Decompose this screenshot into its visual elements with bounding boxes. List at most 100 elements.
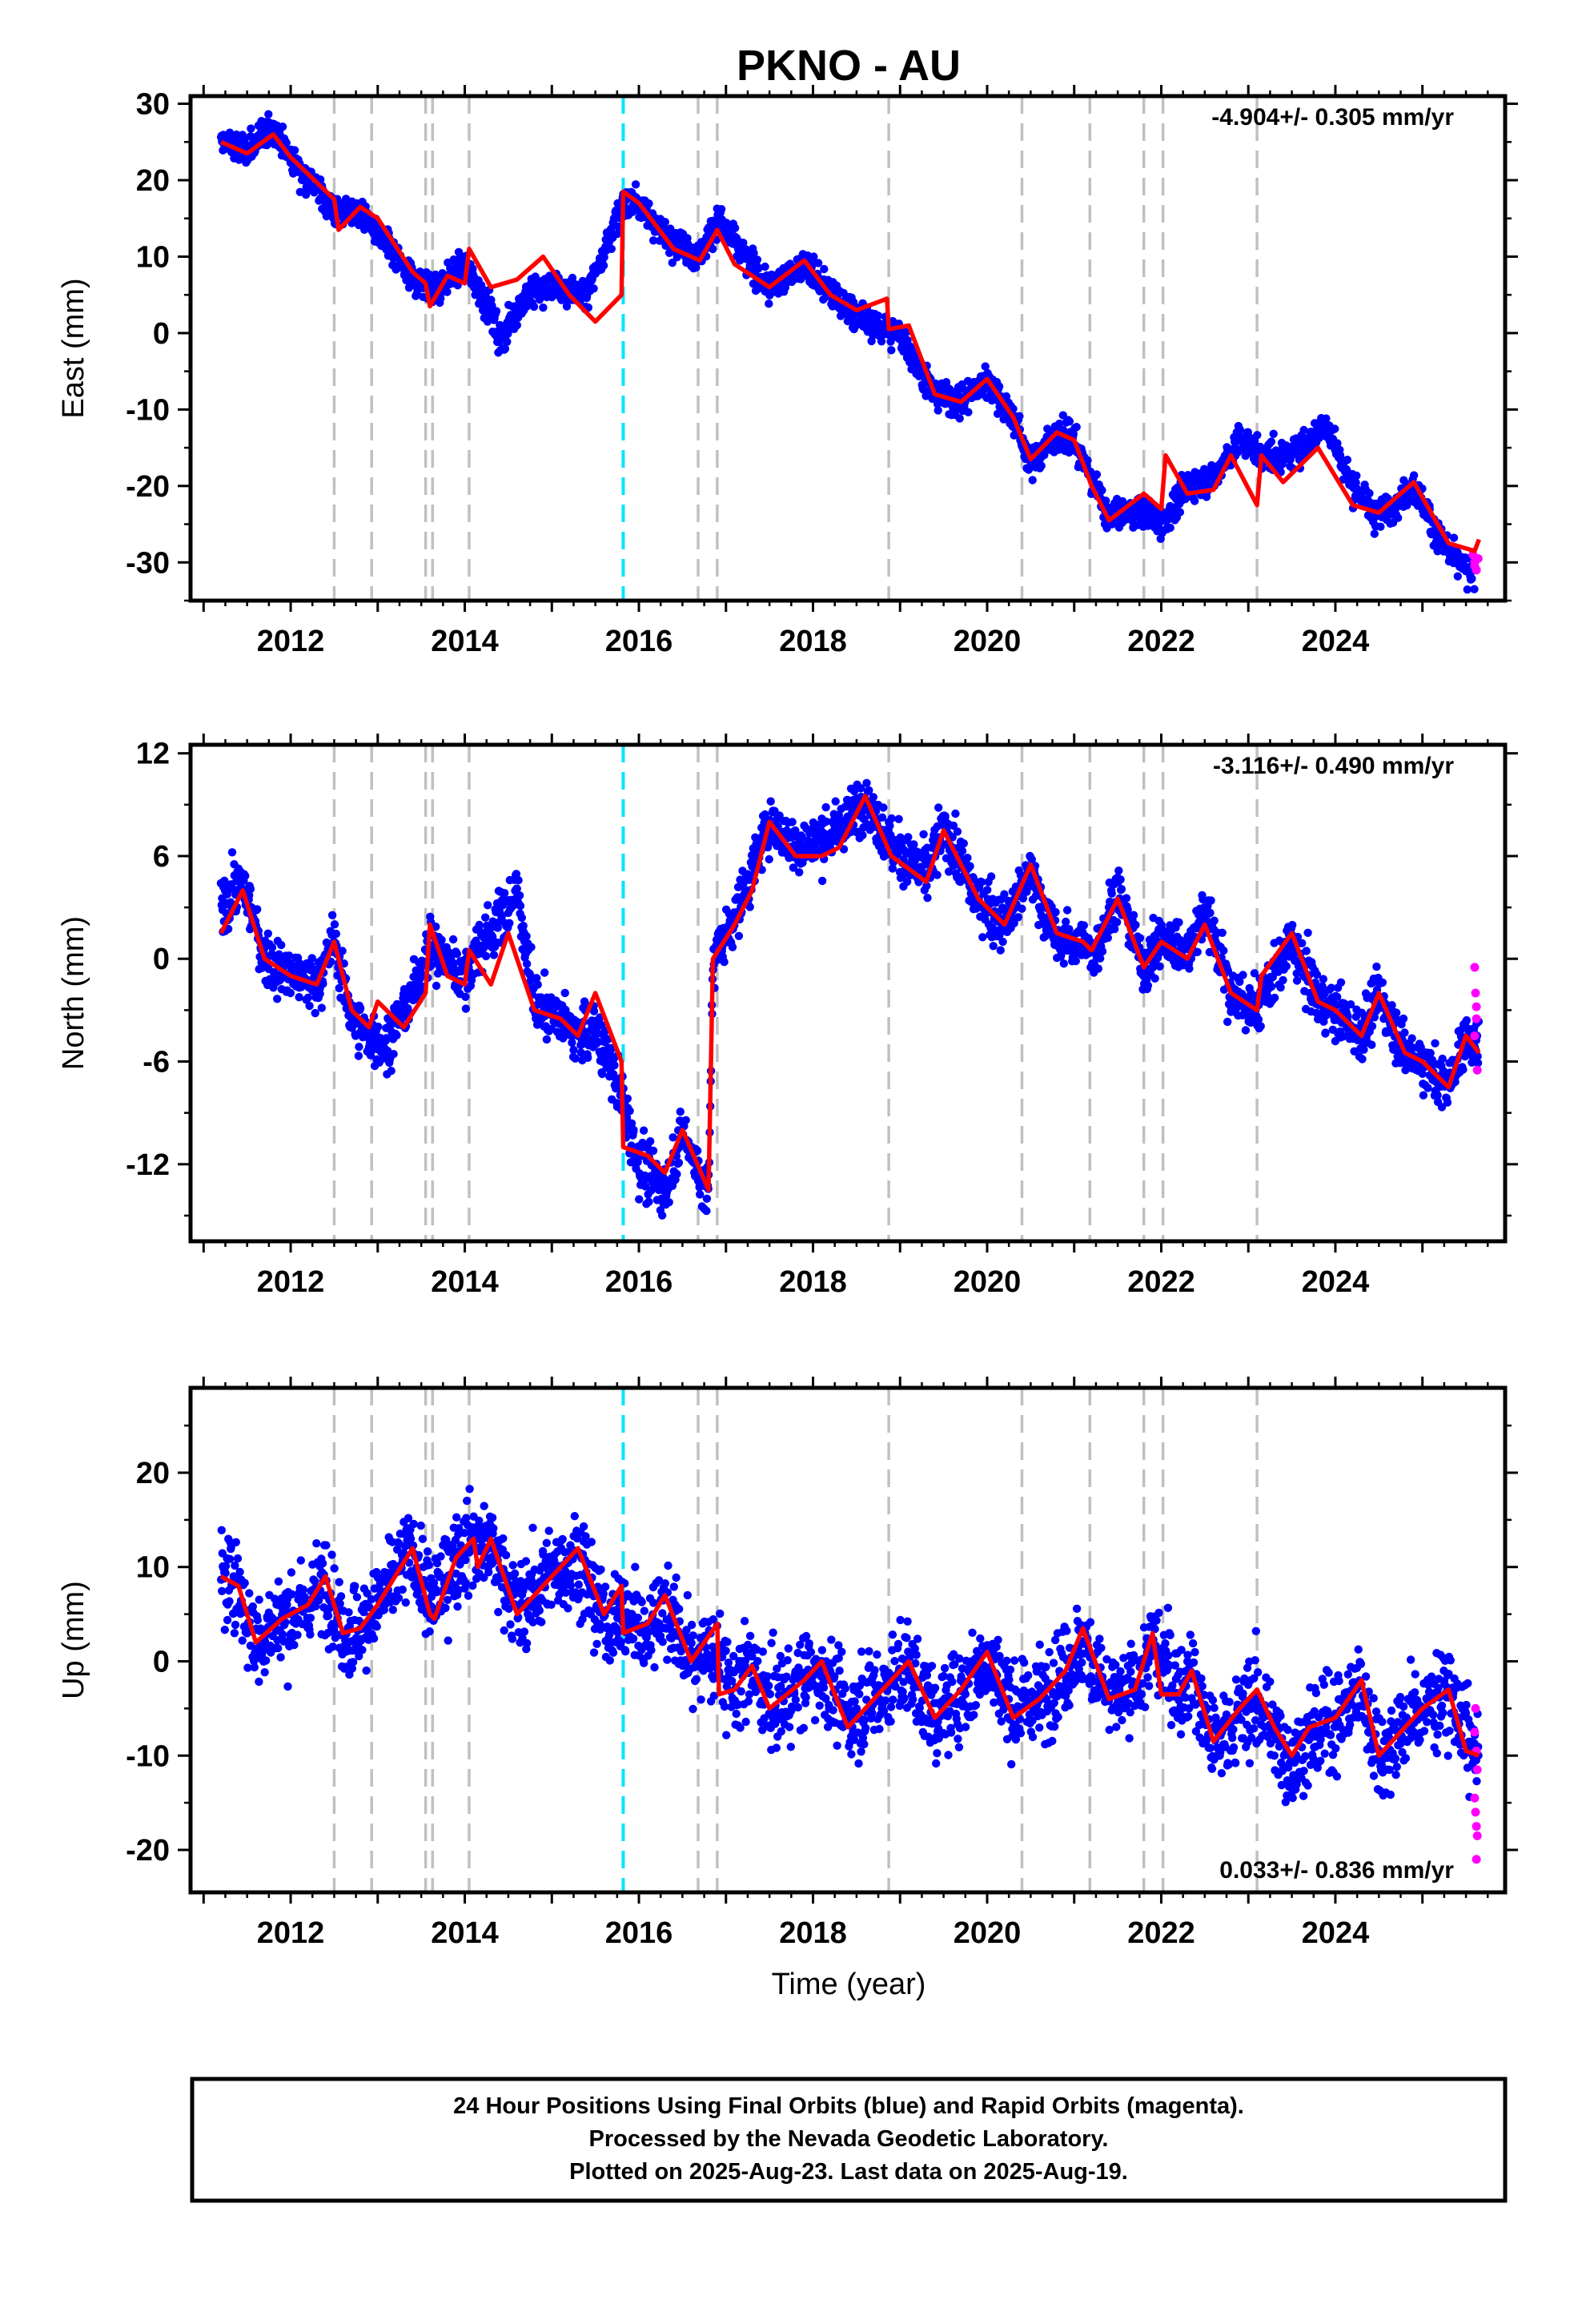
final-orbit-point [849, 786, 859, 796]
final-orbit-point [1206, 908, 1215, 918]
final-orbit-point [879, 803, 888, 812]
rapid-orbit-point [1473, 554, 1483, 563]
final-orbit-point [633, 1157, 642, 1167]
final-orbit-point [635, 1195, 644, 1204]
final-orbit-point [791, 826, 800, 835]
final-orbit-point [1150, 974, 1159, 983]
final-orbit-point [367, 1047, 375, 1057]
final-orbit-point [887, 346, 896, 355]
final-orbit-point [1241, 1026, 1251, 1035]
final-orbit-point [355, 1003, 365, 1013]
final-orbit-point [1223, 1017, 1232, 1027]
final-orbit-point [305, 1001, 314, 1011]
final-orbit-point [673, 1170, 681, 1179]
final-orbit-point [468, 264, 477, 273]
final-orbit-point [568, 1038, 576, 1047]
final-orbit-point [902, 877, 912, 887]
final-orbit-point [1267, 982, 1276, 991]
final-orbit-point [1051, 907, 1060, 917]
final-orbit-point [1015, 412, 1024, 420]
final-orbit-point [1092, 470, 1102, 479]
final-orbit-point [821, 817, 831, 826]
final-orbit-point [533, 980, 542, 989]
final-orbit-point [978, 933, 987, 942]
final-orbit-point [1235, 425, 1244, 434]
final-orbit-point [1055, 419, 1064, 428]
final-orbit-point [627, 1119, 636, 1128]
final-orbit-point [1123, 905, 1132, 915]
x-tick-label: 2020 [954, 625, 1022, 658]
final-orbit-point [516, 901, 525, 911]
final-orbit-point [639, 1126, 648, 1135]
final-orbit-point [1267, 437, 1276, 446]
final-orbit-point [1000, 890, 1009, 899]
final-orbit-point [941, 812, 950, 821]
final-orbit-point [1037, 461, 1046, 470]
final-orbit-point [612, 229, 622, 239]
final-orbit-point [820, 264, 829, 274]
final-orbit-point [986, 872, 996, 881]
final-orbit-point [904, 833, 913, 842]
final-orbit-point [1468, 574, 1476, 583]
final-orbit-point [869, 793, 878, 802]
final-orbit-point [998, 937, 1007, 947]
final-orbit-point [489, 951, 499, 959]
final-orbit-point [425, 270, 434, 279]
final-orbit-point [734, 931, 744, 941]
final-orbit-point [354, 1051, 363, 1060]
y-tick-label: 10 [136, 240, 170, 274]
final-orbit-point [1470, 585, 1479, 593]
final-orbit-point [484, 901, 492, 910]
final-orbit-point [481, 951, 491, 961]
final-orbit-point [1352, 471, 1361, 480]
final-orbit-point [277, 940, 286, 950]
final-orbit-point [264, 110, 273, 119]
final-orbit-point [500, 344, 510, 353]
final-orbit-point [1376, 522, 1385, 531]
final-orbit-point [674, 1158, 684, 1168]
final-orbit-point [831, 797, 840, 806]
final-orbit-point [1207, 896, 1215, 905]
final-orbit-point [517, 913, 526, 923]
final-orbit-point [1343, 456, 1352, 464]
final-orbit-point [809, 252, 818, 261]
final-orbit-point [481, 913, 490, 922]
x-tick-label: 2014 [431, 625, 499, 658]
final-orbit-point [241, 871, 250, 880]
final-orbit-point [717, 205, 726, 214]
final-orbit-point [568, 273, 577, 283]
final-orbit-point [1174, 918, 1183, 927]
final-orbit-point [885, 821, 894, 830]
final-orbit-point [702, 1206, 711, 1216]
final-orbit-point [539, 303, 548, 312]
final-orbit-point [1269, 429, 1278, 438]
final-orbit-point [452, 949, 462, 959]
final-orbit-point [821, 802, 830, 812]
final-orbit-point [1166, 523, 1174, 533]
final-orbit-point [1103, 933, 1113, 943]
final-orbit-point [598, 1069, 607, 1079]
final-orbit-point [1110, 924, 1119, 934]
final-orbit-point [461, 992, 470, 1002]
final-orbit-point [1241, 452, 1250, 460]
final-orbit-point [1018, 894, 1028, 903]
final-orbit-point [311, 1008, 319, 1018]
final-orbit-point [1235, 977, 1244, 987]
final-orbit-point [981, 362, 990, 371]
final-orbit-point [994, 382, 1004, 391]
final-orbit-point [989, 942, 998, 951]
final-orbit-point [1239, 971, 1247, 979]
final-orbit-point [1010, 919, 1018, 928]
final-orbit-point [959, 839, 969, 848]
final-orbit-point [888, 864, 897, 873]
final-orbit-point [1219, 946, 1228, 955]
final-orbit-point [512, 870, 521, 879]
final-orbit-point [953, 827, 962, 836]
final-orbit-point [220, 876, 229, 886]
final-orbit-point [657, 1211, 667, 1220]
final-orbit-point [497, 912, 506, 922]
plot-area [216, 96, 1483, 601]
final-orbit-point [335, 983, 343, 993]
final-orbit-point [594, 1037, 603, 1047]
final-orbit-point [461, 1004, 471, 1013]
